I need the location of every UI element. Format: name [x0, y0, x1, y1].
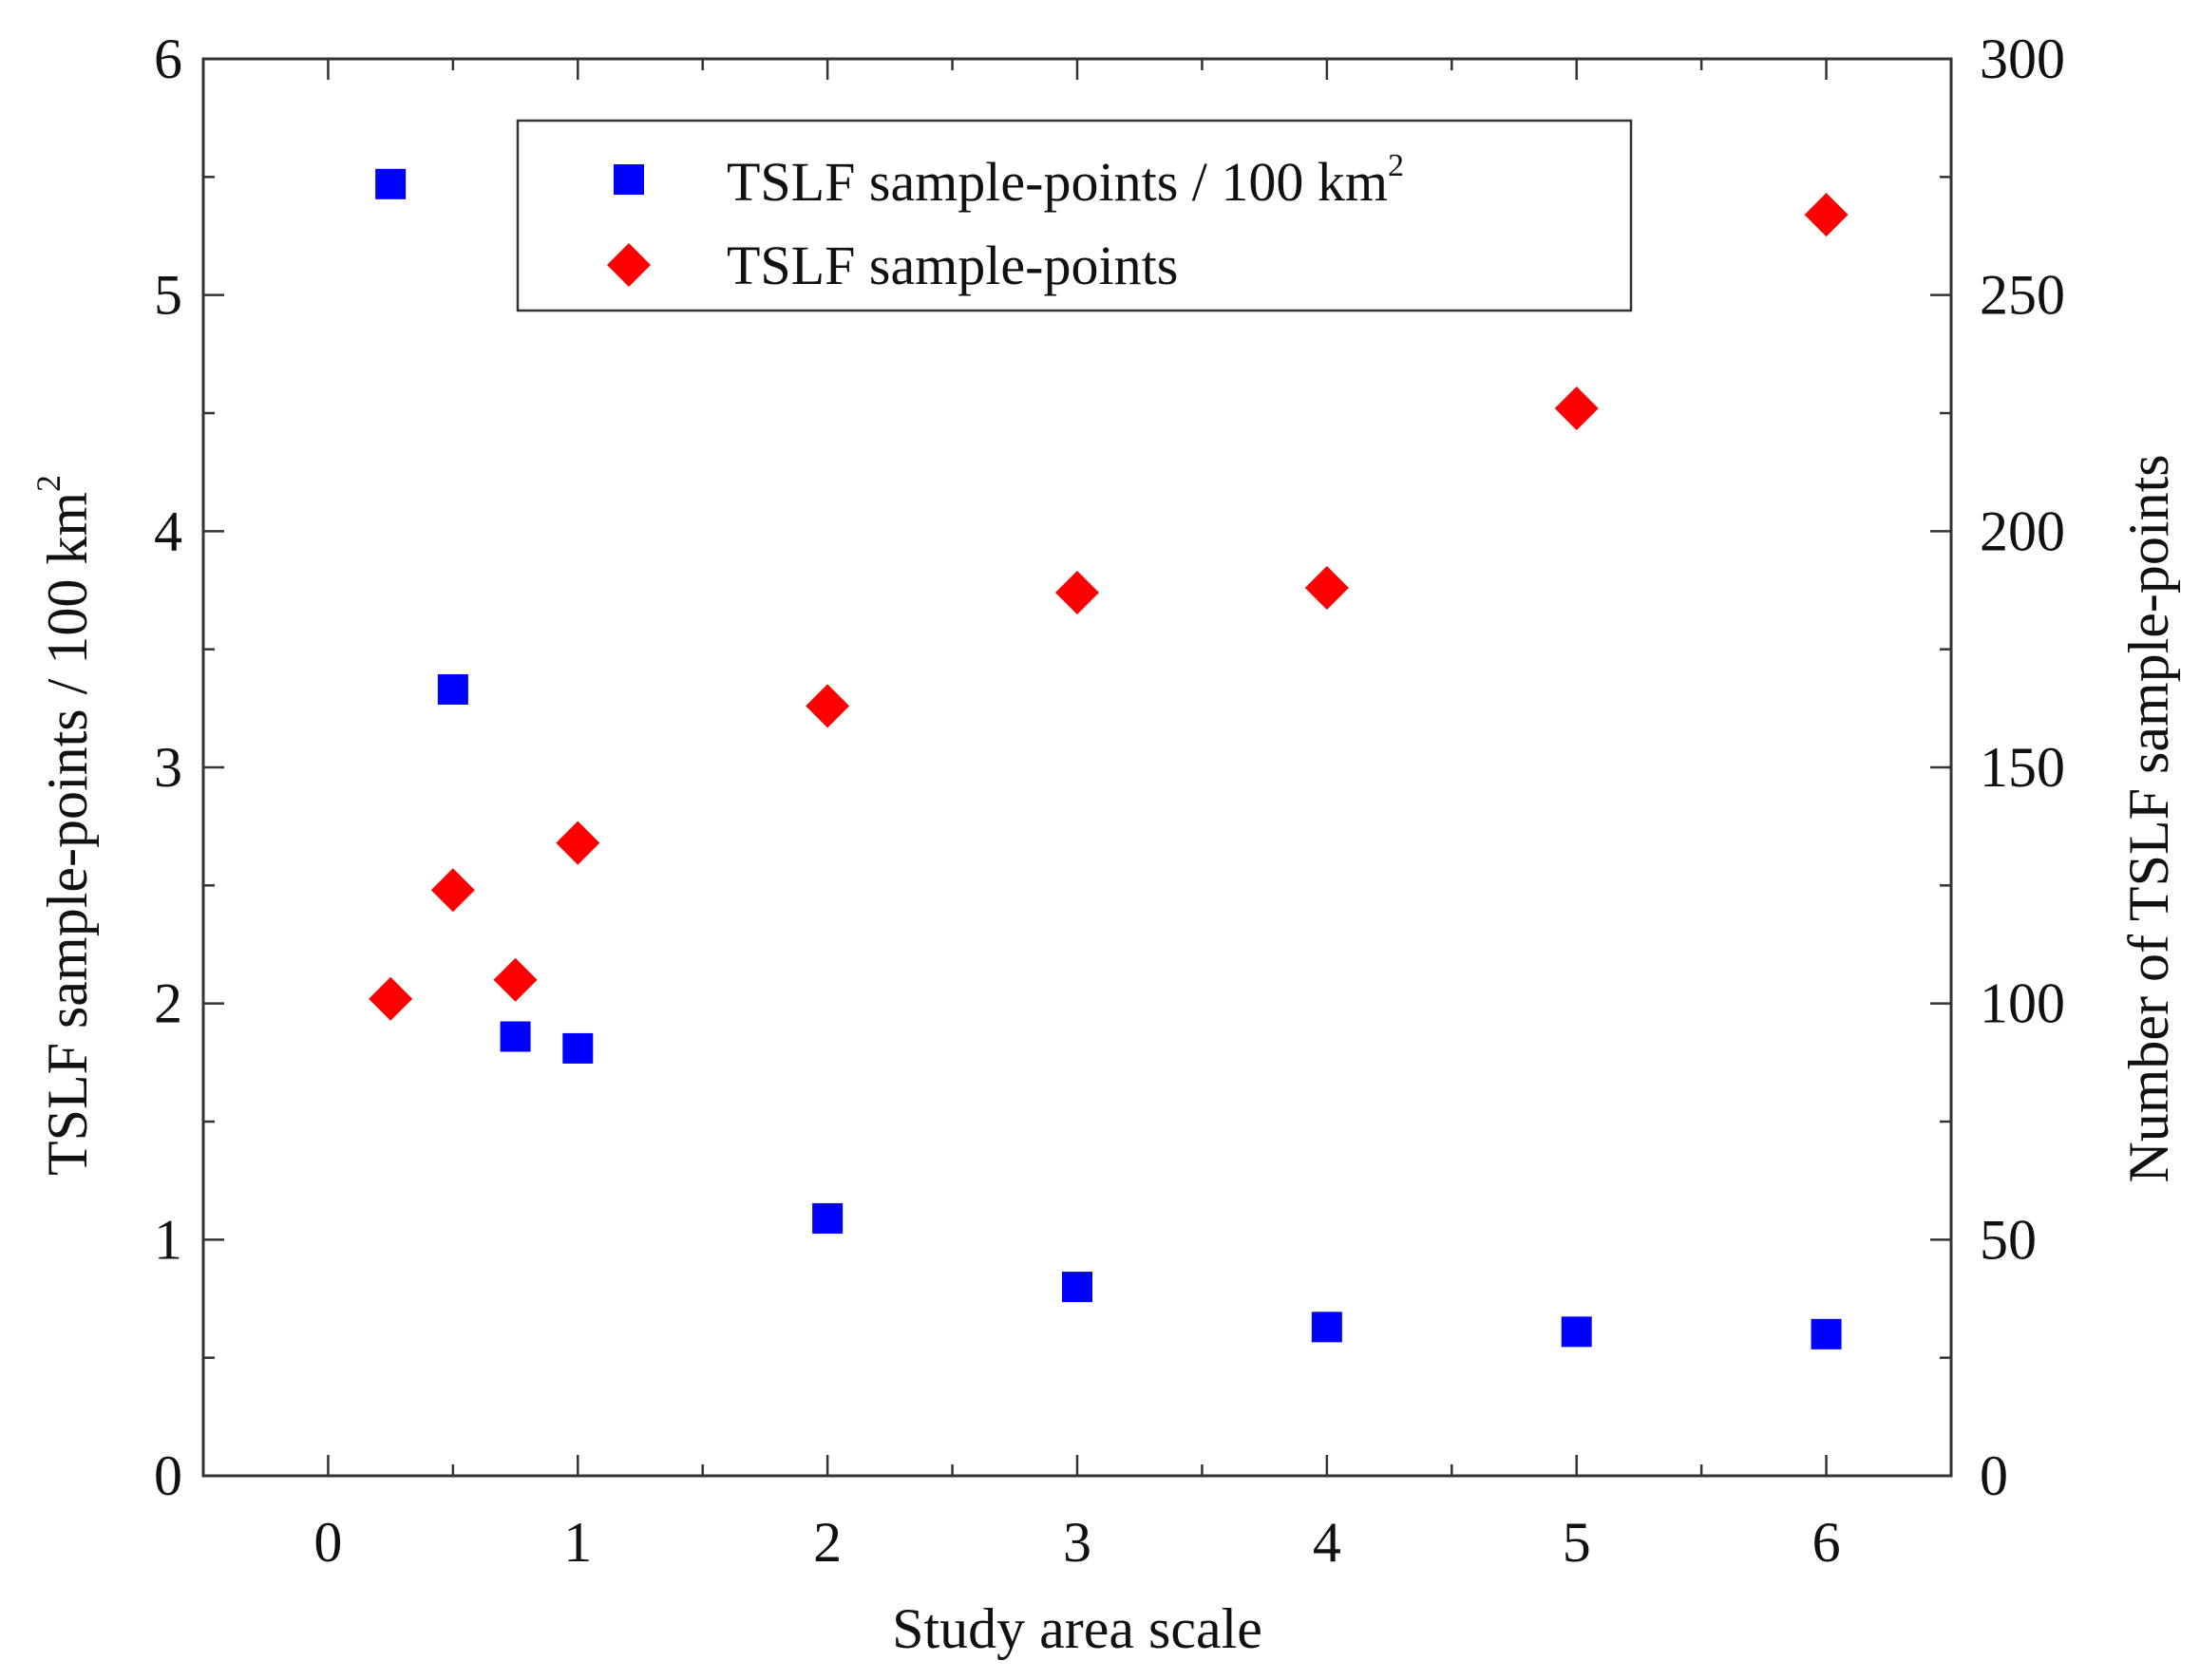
legend-marker-diamond	[607, 243, 651, 287]
y-right-tick-label: 150	[1980, 736, 2065, 799]
x-tick-label: 3	[1063, 1511, 1091, 1574]
x-tick-label: 6	[1812, 1511, 1841, 1574]
data-point-diamond	[1554, 387, 1599, 431]
data-point-diamond	[806, 684, 850, 728]
data-point-diamond	[556, 821, 600, 865]
data-point-square	[375, 168, 407, 199]
y-right-tick-label: 0	[1980, 1444, 2008, 1507]
y-left-axis-title: TSLF sample-points / 100 km2	[29, 475, 99, 1176]
x-tick-label: 5	[1563, 1511, 1591, 1574]
legend: TSLF sample-points / 100 km2 TSLF sample…	[516, 119, 1633, 312]
data-point-square	[500, 1021, 531, 1052]
y-right-tick-label: 250	[1980, 264, 2065, 327]
y-right-tick-label: 100	[1980, 972, 2065, 1035]
data-point-square	[1811, 1318, 1842, 1350]
x-tick-label: 4	[1313, 1511, 1341, 1574]
data-point-diamond	[369, 976, 413, 1021]
y-right-tick-label: 200	[1980, 500, 2065, 562]
legend-label-density: TSLF sample-points / 100 km2	[727, 148, 1404, 213]
data-point-square	[562, 1032, 594, 1064]
legend-marker-square	[614, 164, 644, 195]
y-left-tick-label: 5	[154, 264, 182, 327]
legend-label-count: TSLF sample-points	[727, 235, 1178, 296]
x-axis-ticks: 0 1 2 3 4 5 6	[313, 59, 1841, 1574]
y-right-axis-ticks: 0 50 100 150 200 250 300	[1930, 28, 2065, 1507]
y-left-tick-label: 0	[154, 1444, 182, 1507]
x-tick-label: 1	[563, 1511, 592, 1574]
data-point-diamond	[430, 868, 475, 913]
data-point-diamond	[493, 957, 538, 1002]
y-left-tick-label: 1	[154, 1208, 182, 1271]
data-point-square	[1561, 1316, 1592, 1348]
data-point-diamond	[1304, 566, 1349, 611]
y-right-axis-title: Number of TSLF sample-points	[2117, 454, 2180, 1182]
x-tick-label: 2	[813, 1511, 842, 1574]
data-point-square	[1311, 1312, 1342, 1343]
x-axis-title: Study area scale	[892, 1597, 1262, 1660]
y-right-tick-label: 300	[1980, 28, 2065, 90]
data-point-diamond	[1055, 570, 1099, 614]
x-tick-label: 0	[313, 1511, 342, 1574]
series-layer	[369, 168, 1849, 1350]
data-point-square	[437, 673, 468, 705]
y-left-tick-label: 4	[154, 500, 182, 562]
y-left-tick-label: 3	[154, 736, 182, 799]
y-left-tick-label: 6	[154, 28, 182, 90]
y-right-tick-label: 50	[1980, 1208, 2037, 1271]
data-point-diamond	[1804, 193, 1849, 237]
data-point-square	[812, 1202, 844, 1234]
y-left-axis-ticks: 0 1 2 3 4 5 6	[154, 28, 224, 1507]
legend-box	[516, 119, 1633, 312]
data-point-square	[1062, 1272, 1092, 1303]
y-left-tick-label: 2	[154, 972, 182, 1035]
